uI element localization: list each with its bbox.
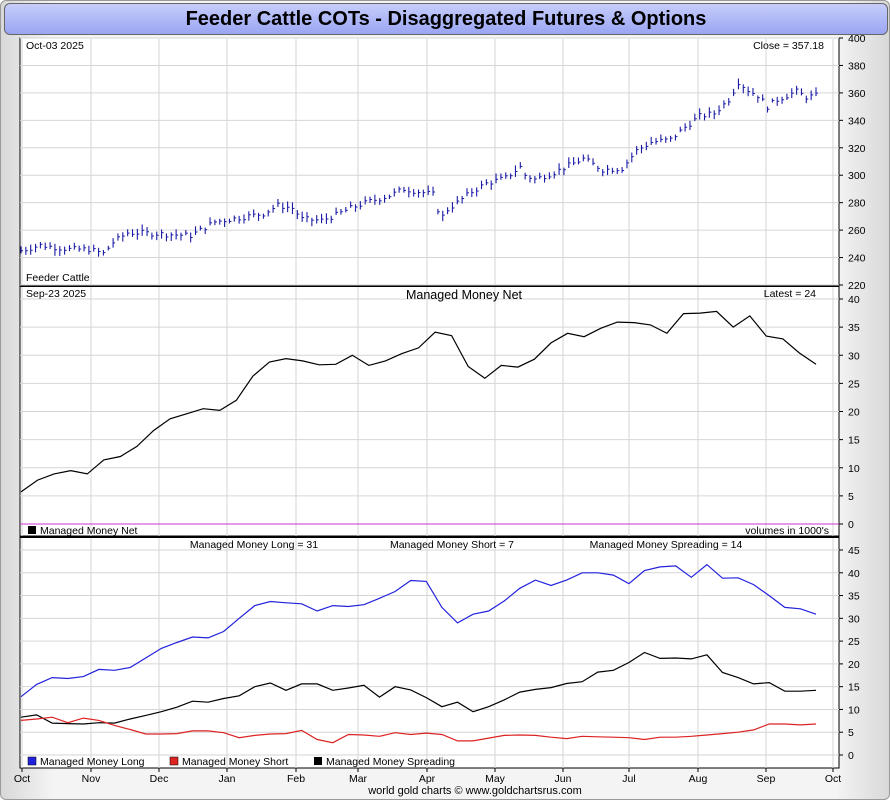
y-tick-label: 5 [848,727,854,739]
y-tick-label: 30 [848,613,860,625]
y-axis-ticks: 2202402602803003203403603804000510152025… [839,33,866,762]
net-date: Sep-23 2025 [26,288,86,300]
x-axis-ticks: Oct Nov Dec Jan Feb Mar Apr May Jun Jul Aug Sep Oct [14,768,841,785]
price-bars [20,78,818,257]
y-tick-label: 25 [848,636,860,648]
y-tick-label: 400 [848,33,866,45]
short-latest-label: Managed Money Short = 7 [390,539,514,551]
spreading-legend-label: Managed Money Spreading [326,756,455,768]
long-series-line [20,563,817,698]
y-tick-label: 260 [848,225,866,237]
x-tick-label: May [485,773,506,785]
x-tick-label: Mar [349,773,368,785]
y-tick-label: 20 [848,659,860,671]
spreading-latest-label: Managed Money Spreading = 14 [590,539,743,551]
y-tick-label: 15 [848,435,860,447]
y-tick-label: 5 [848,491,854,503]
chart-title: Feeder Cattle COTs - Disaggregated Futur… [4,3,888,35]
y-tick-label: 240 [848,253,866,265]
x-tick-label: Aug [689,773,708,785]
y-tick-label: 300 [848,170,866,182]
footer-credit: world gold charts © www.goldchartsrus.co… [367,785,582,797]
y-tick-label: 15 [848,682,860,694]
spreading-series-line [20,651,817,725]
long-latest-label: Managed Money Long = 31 [190,539,318,551]
y-tick-label: 25 [848,378,860,390]
short-series-line [20,716,817,744]
grid-lines [20,37,839,768]
y-tick-label: 220 [848,280,866,292]
y-tick-label: 380 [848,60,866,72]
x-tick-label: Jan [219,773,236,785]
price-date: Oct-03 2025 [26,40,84,52]
y-tick-label: 10 [848,463,860,475]
y-tick-label: 40 [848,294,860,306]
price-panel [19,37,840,286]
x-tick-label: Jun [555,773,572,785]
net-legend-label: Managed Money Net [40,525,138,537]
x-tick-label: Sep [757,773,776,785]
long-legend-swatch [27,756,37,766]
short-legend-label: Managed Money Short [182,756,288,768]
net-latest-label: Latest = 24 [764,288,816,300]
y-tick-label: 35 [848,322,860,334]
x-tick-label: Oct [825,773,841,785]
price-series-name: Feeder Cattle [26,272,90,284]
y-tick-label: 35 [848,591,860,603]
y-tick-label: 320 [848,143,866,155]
y-tick-label: 20 [848,407,860,419]
units-label: volumes in 1000's [745,525,829,537]
x-tick-label: Jul [622,773,635,785]
x-tick-label: Nov [82,773,101,785]
y-tick-label: 0 [848,750,854,762]
y-tick-label: 30 [848,350,860,362]
x-tick-label: Apr [419,773,436,785]
y-tick-label: 340 [848,115,866,127]
short-legend-swatch [169,756,179,766]
y-tick-label: 40 [848,568,860,580]
lss-panel [19,536,840,769]
long-legend-label: Managed Money Long [40,756,145,768]
net-legend-swatch [28,526,36,534]
y-tick-label: 360 [848,88,866,100]
net-series-line [20,310,817,493]
y-tick-label: 10 [848,704,860,716]
spreading-legend-swatch [314,757,322,765]
y-tick-label: 0 [848,519,854,531]
x-tick-label: Feb [287,773,305,785]
x-tick-label: Oct [14,773,30,785]
price-close-label: Close = 357.18 [753,40,824,52]
x-tick-label: Dec [150,773,169,785]
net-panel-title: Managed Money Net [406,288,523,302]
y-tick-label: 45 [848,545,860,557]
y-tick-label: 280 [848,198,866,210]
